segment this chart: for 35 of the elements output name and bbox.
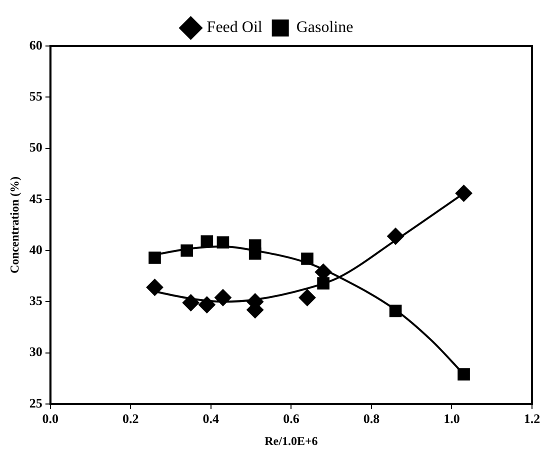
point <box>298 289 316 306</box>
x-axis-title: Re/1.0E+6 <box>264 434 318 448</box>
x-tick-label: 1.0 <box>444 411 460 426</box>
y-tick-label: 40 <box>29 242 42 257</box>
point <box>301 252 314 265</box>
x-tick-label: 0.2 <box>122 411 139 426</box>
legend-label: Gasoline <box>296 19 354 36</box>
y-tick-label: 50 <box>29 140 42 155</box>
y-tick-label: 30 <box>29 344 42 360</box>
point <box>146 278 164 296</box>
point <box>182 294 200 312</box>
point <box>180 244 194 257</box>
y-tick-label: 45 <box>29 190 43 206</box>
y-tick-label: 55 <box>29 88 43 104</box>
y-tick-label: 35 <box>29 293 43 308</box>
x-tick-label: 1.2 <box>524 411 540 426</box>
point <box>458 368 470 380</box>
point <box>248 247 262 260</box>
x-tick-label: 0.6 <box>283 411 300 426</box>
point <box>198 296 216 314</box>
y-axis-title: Concentration (%) <box>7 176 22 274</box>
x-tick-label: 0.0 <box>42 411 59 426</box>
point <box>387 228 404 245</box>
point <box>389 304 402 318</box>
point <box>317 277 330 290</box>
x-tick-label: 0.8 <box>363 411 380 426</box>
y-tick-label: 25 <box>29 395 43 410</box>
point <box>200 235 214 248</box>
x-tick-label: 0.4 <box>202 411 220 426</box>
legend-label: Feed Oil <box>206 19 263 36</box>
y-tick-label: 60 <box>29 37 42 52</box>
point <box>148 252 161 264</box>
point <box>214 289 232 306</box>
point <box>455 184 472 202</box>
point <box>216 236 230 249</box>
